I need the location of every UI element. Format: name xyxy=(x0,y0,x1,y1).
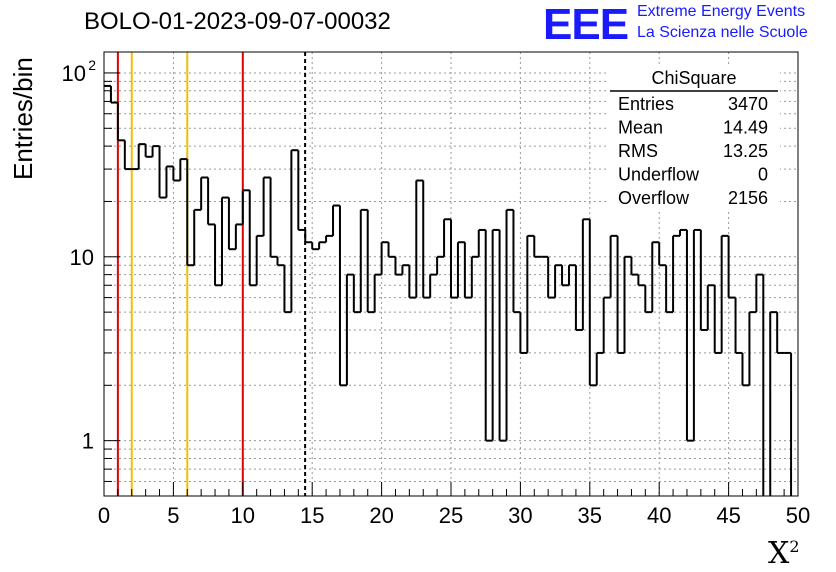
y-tick-label: 10 xyxy=(62,61,86,86)
x-axis-label-exponent: 2 xyxy=(789,537,800,556)
x-tick-label: 0 xyxy=(98,503,110,528)
stats-value: 13.25 xyxy=(723,141,768,161)
eee-logo: EEE xyxy=(543,0,629,49)
x-tick-label: 20 xyxy=(369,503,393,528)
x-tick-label: 10 xyxy=(231,503,255,528)
stats-label: Overflow xyxy=(618,188,690,208)
x-tick-label: 50 xyxy=(786,503,810,528)
stats-box xyxy=(608,64,780,212)
stats-label: RMS xyxy=(618,141,658,161)
x-tick-label: 40 xyxy=(647,503,671,528)
stats-label: Entries xyxy=(618,94,674,114)
logo-subtitle-1: Extreme Energy Events xyxy=(637,3,806,20)
stats-value: 2156 xyxy=(728,188,768,208)
x-axis-label: X2 xyxy=(768,536,800,571)
x-tick-label: 30 xyxy=(508,503,532,528)
x-tick-label: 15 xyxy=(300,503,324,528)
plot-title: BOLO-01-2023-09-07-00032 xyxy=(84,8,391,35)
stats-value: 3470 xyxy=(728,94,768,114)
x-axis-label-base: X xyxy=(768,536,790,571)
logo-subtitle-2: La Scienza nelle Scuole xyxy=(637,24,808,41)
stats-label: Mean xyxy=(618,118,663,138)
x-tick-label: 35 xyxy=(578,503,602,528)
stats-value: 14.49 xyxy=(723,118,768,138)
y-tick-label: 1 xyxy=(82,429,94,454)
stats-label: Underflow xyxy=(618,165,700,185)
y-tick-label: 10 xyxy=(70,245,94,270)
x-tick-label: 25 xyxy=(439,503,463,528)
stats-value: 0 xyxy=(758,165,768,185)
y-tick-label-exponent: 2 xyxy=(88,57,96,73)
x-tick-label: 5 xyxy=(167,503,179,528)
stats-title: ChiSquare xyxy=(651,68,736,88)
x-tick-label: 45 xyxy=(716,503,740,528)
